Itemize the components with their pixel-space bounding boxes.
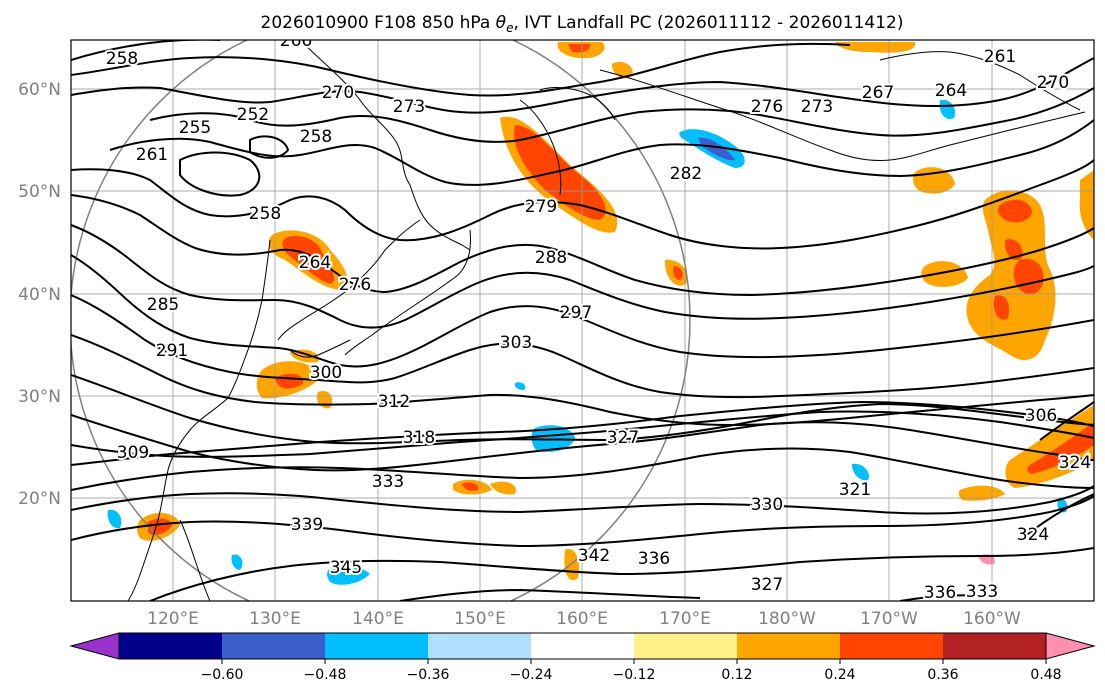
contour-label: 303 [500,333,532,353]
contour-label: 258 [300,127,332,147]
colorbar-segment [840,633,943,659]
contour-label: 300 [310,363,342,383]
contour-label: 288 [535,248,567,268]
contour-labels: 258 266 270 273 276 273 267 261 264 270 255 252 258 2… [104,31,1093,603]
x-tick-label: 130°E [249,609,301,629]
contour-label: 324 [1059,453,1091,473]
contour-label: 333 [966,582,998,602]
colorbar-tick-label: 0.12 [721,667,752,683]
y-tick-label: 60°N [18,80,61,100]
colorbar-segment [119,633,222,659]
x-tick-label: 120°E [147,609,199,629]
contour-label: 267 [862,83,894,103]
contour-label: 255 [179,118,211,138]
contour-label: 330 [751,495,783,515]
contour-label: 276 [339,275,371,295]
colorbar-tick-label: 0.36 [927,667,958,683]
coastlines [127,40,1086,601]
y-tick-label: 50°N [18,182,61,202]
contour-label: 336 [924,583,956,603]
contour-label: 279 [525,197,557,217]
colorbar-tick-label: −0.60 [201,667,244,683]
range-circle [71,40,691,601]
colorbar-tick-label: −0.48 [304,667,347,683]
contour-label: 276 [751,97,783,117]
contour-label: 258 [249,204,281,224]
colorbar-segment [325,633,428,659]
contour-label: 270 [1037,73,1069,93]
contour-label: 264 [935,81,967,101]
colorbar-tick-label: −0.36 [407,667,450,683]
y-tick-label: 20°N [18,489,61,509]
chart-title: 2026010900 F108 850 hPa θe, IVT Landfall… [261,13,904,35]
contour-label: 309 [117,443,149,463]
contour-label: 321 [839,480,871,500]
colorbar-frame [118,632,1047,660]
contour-label: 285 [147,295,179,315]
colorbar: −0.60 −0.48 −0.36 −0.24 −0.12 0.12 0.24 0.36 0.4… [69,632,1096,683]
x-tick-label: 160°E [556,609,608,629]
contour-label: 324 [1017,525,1049,545]
contour-label: 264 [299,253,331,273]
y-axis: 60°N 50°N 40°N 30°N 20°N [18,80,61,509]
contour-label: 342 [578,546,610,566]
colorbar-tick-label: −0.24 [510,667,553,683]
contour-label: 273 [801,97,833,117]
x-tick-label: 160°W [963,609,1021,629]
contour-label: 258 [106,49,138,69]
x-tick-label: 140°E [352,609,404,629]
colorbar-tick-label: −0.12 [613,667,656,683]
y-tick-label: 40°N [18,285,61,305]
contour-label: 339 [291,515,323,535]
colorbar-segment [531,633,634,659]
contour-label: 312 [378,392,410,412]
contour-label: 306 [1025,406,1057,426]
contour-label: 282 [670,164,702,184]
contour-label: 345 [330,558,362,578]
contour-label: 327 [607,428,639,448]
colorbar-segment [428,633,531,659]
contour-label: 336 [638,549,670,569]
contour-label: 252 [237,105,269,125]
x-tick-label: 180°W [758,609,816,629]
colorbar-tick-label: 0.48 [1030,667,1061,683]
colorbar-extend-high [1045,632,1096,660]
colorbar-extend-low [69,632,120,660]
contour-label: 333 [372,472,404,492]
x-tick-label: 170°E [659,609,711,629]
contour-label: 327 [751,575,783,595]
colorbar-segment [943,633,1046,659]
contour-label: 261 [984,47,1016,67]
contour-lines [71,40,1094,601]
contour-label: 297 [560,303,592,323]
x-tick-label: 150°E [454,609,506,629]
x-tick-label: 170°W [860,609,918,629]
contour-label: 291 [156,341,188,361]
map-panel: 258 266 270 273 276 273 267 261 264 270 255 252 258 2… [71,31,1094,603]
colorbar-tick-label: 0.24 [824,667,855,683]
contour-label: 270 [322,83,354,103]
x-axis: 120°E 130°E 140°E 150°E 160°E 170°E 180°… [147,609,1021,629]
y-tick-label: 30°N [18,387,61,407]
colorbar-segment [222,633,325,659]
colorbar-segment [634,633,737,659]
map-frame [70,39,1095,602]
colorbar-segment [737,633,840,659]
contour-label: 261 [136,145,168,165]
contour-label: 318 [403,428,435,448]
contour-label: 266 [280,31,312,51]
contour-label: 273 [393,97,425,117]
